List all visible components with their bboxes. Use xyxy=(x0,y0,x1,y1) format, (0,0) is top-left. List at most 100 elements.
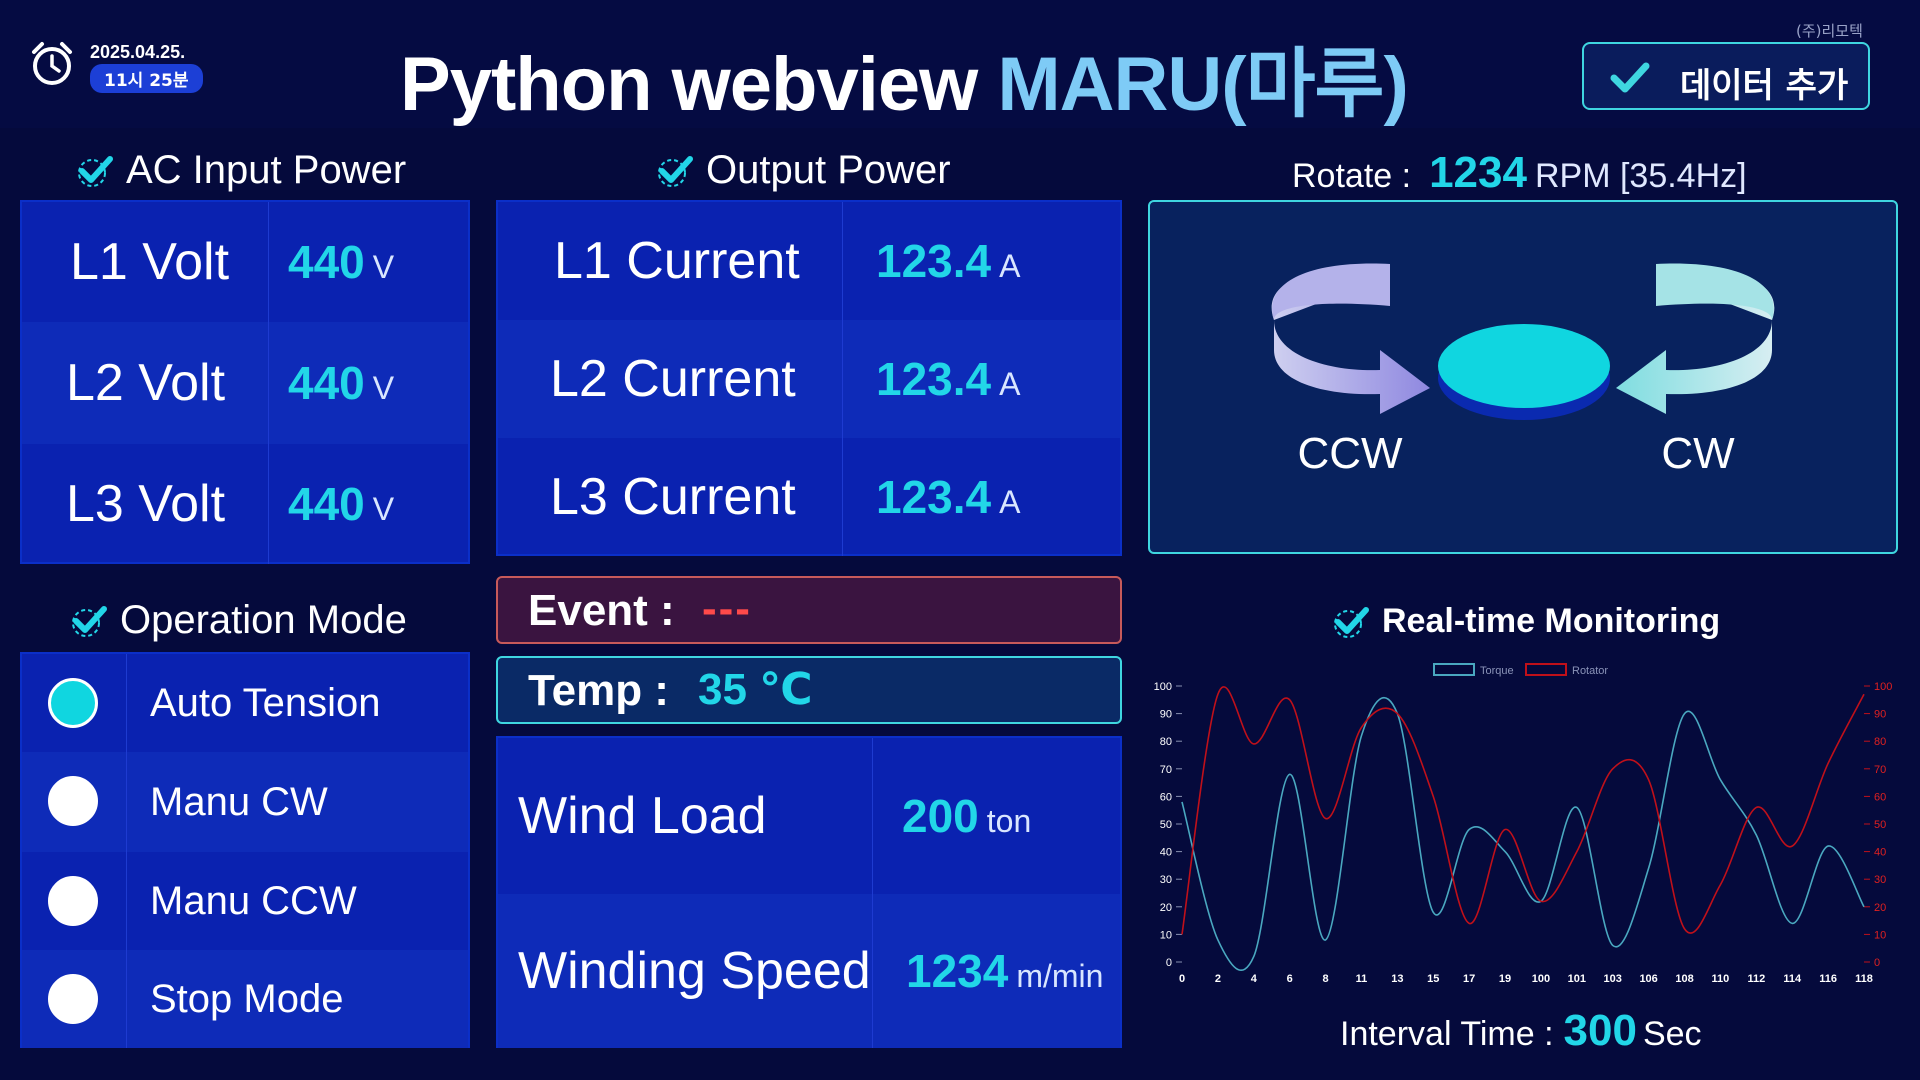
x-tick-label: 6 xyxy=(1287,973,1293,985)
rotor-illustration: CCW CW xyxy=(1271,263,1775,478)
mode-label: Manu CW xyxy=(150,779,328,824)
ac-row-l3: L3 Volt 440 V xyxy=(22,444,468,564)
x-tick-label: 108 xyxy=(1675,973,1693,985)
ac-input-panel: L1 Volt 440 V L2 Volt 440 V L3 Volt 440 V xyxy=(20,200,470,564)
x-tick-label: 0 xyxy=(1179,973,1185,985)
legend-label: Torque xyxy=(1480,665,1514,677)
radio-button[interactable] xyxy=(48,876,98,926)
legend-swatch xyxy=(1433,663,1475,676)
output-row-label: L3 Current xyxy=(550,468,796,526)
monitor-title-text: Real-time Monitoring xyxy=(1382,602,1721,640)
ac-row-value: 440 V xyxy=(288,236,395,288)
ac-input-title: AC Input Power xyxy=(74,148,406,193)
y-tick-label-left: 50 xyxy=(1160,819,1172,831)
y-tick-label-right: 80 xyxy=(1874,736,1886,748)
y-tick-label-right: 60 xyxy=(1874,791,1886,803)
x-tick-label: 114 xyxy=(1783,973,1802,985)
mode-option-manu-cw[interactable]: Manu CW xyxy=(22,752,468,852)
x-tick-label: 8 xyxy=(1323,973,1329,985)
x-tick-label: 19 xyxy=(1499,973,1511,985)
output-title-text: Output Power xyxy=(706,148,951,192)
y-tick-label-left: 10 xyxy=(1160,929,1172,941)
output-row-value: 123.4 A xyxy=(876,235,1021,287)
radio-button[interactable] xyxy=(48,776,98,826)
legend-label: Rotator xyxy=(1572,665,1608,677)
y-tick-label-left: 60 xyxy=(1160,791,1172,803)
y-tick-label-left: 70 xyxy=(1160,764,1172,776)
ac-row-label: L3 Volt xyxy=(66,475,226,533)
mode-label: Stop Mode xyxy=(150,976,344,1021)
ac-input-title-text: AC Input Power xyxy=(126,148,407,192)
check-badge-icon xyxy=(658,155,693,187)
title-accent: MARU(마루) xyxy=(997,42,1408,127)
add-data-button[interactable]: 데이터 추가 xyxy=(1582,42,1870,110)
y-tick-label-left: 100 xyxy=(1154,681,1172,693)
output-row-label: L1 Current xyxy=(554,232,800,290)
x-tick-label: 106 xyxy=(1639,973,1657,985)
mode-option-stop[interactable]: Stop Mode xyxy=(22,950,468,1048)
title-main: Python webview xyxy=(400,42,998,127)
ac-row-label: L1 Volt xyxy=(70,233,230,291)
x-tick-label: 15 xyxy=(1427,973,1439,985)
ac-row-value: 440 V xyxy=(288,357,395,409)
event-label: Event : xyxy=(528,586,675,635)
y-tick-label-left: 40 xyxy=(1160,847,1172,859)
rotate-unit: RPM [35.4Hz] xyxy=(1534,157,1747,195)
ac-row-l1: L1 Volt 440 V xyxy=(22,202,468,322)
interval-unit: Sec xyxy=(1642,1015,1702,1053)
time-badge: 11시 25분 xyxy=(90,64,203,93)
x-tick-label: 4 xyxy=(1251,973,1258,985)
y-tick-label-right: 30 xyxy=(1874,874,1886,886)
monitor-title: Real-time Monitoring xyxy=(1330,602,1720,641)
check-icon xyxy=(1610,62,1650,93)
ac-row-value: 440 V xyxy=(288,478,395,530)
operation-title: Operation Mode xyxy=(68,598,407,643)
y-tick-label-left: 20 xyxy=(1160,902,1172,914)
rotate-readout: Rotate : 1234 RPM [35.4Hz] xyxy=(1292,148,1747,198)
output-row-label: L2 Current xyxy=(550,350,796,408)
x-tick-label: 100 xyxy=(1532,973,1550,985)
y-tick-label-right: 40 xyxy=(1874,847,1886,859)
y-tick-label-right: 90 xyxy=(1874,709,1886,721)
x-tick-label: 118 xyxy=(1855,973,1873,985)
operation-title-text: Operation Mode xyxy=(120,598,407,642)
interval-value: 300 xyxy=(1563,1006,1637,1055)
operation-panel: Auto Tension Manu CW Manu CCW Stop Mode xyxy=(20,652,470,1048)
series-line-torque xyxy=(1181,696,1865,971)
x-tick-label: 103 xyxy=(1604,973,1622,985)
x-tick-label: 2 xyxy=(1215,973,1221,985)
radio-button[interactable] xyxy=(48,678,98,728)
date-text: 2025.04.25. xyxy=(90,42,186,62)
y-tick-label-right: 50 xyxy=(1874,819,1886,831)
output-row-l1: L1 Current 123.4 A xyxy=(498,202,1120,320)
y-tick-label-right: 20 xyxy=(1874,902,1886,914)
x-tick-label: 11 xyxy=(1356,973,1368,985)
temp-label: Temp : xyxy=(528,666,669,715)
legend-swatch xyxy=(1525,663,1567,676)
load-row-value: 200 ton xyxy=(902,790,1032,842)
check-badge-icon xyxy=(78,155,113,187)
load-row-speed: Winding Speed 1234 m/min xyxy=(498,894,1120,1048)
x-tick-label: 101 xyxy=(1568,973,1586,985)
y-tick-label-right: 70 xyxy=(1874,764,1886,776)
output-row-value: 123.4 A xyxy=(876,471,1021,523)
interval-label: Interval Time : xyxy=(1340,1015,1554,1053)
x-tick-label: 112 xyxy=(1747,973,1765,985)
y-tick-label-left: 80 xyxy=(1160,736,1172,748)
page-title: Python webview MARU(마루) xyxy=(400,22,1409,132)
check-badge-icon xyxy=(1334,606,1369,638)
interval-readout: Interval Time :300 Sec xyxy=(1340,1006,1702,1056)
mode-option-auto[interactable]: Auto Tension xyxy=(22,654,468,752)
rotate-value: 1234 xyxy=(1429,148,1527,197)
mode-option-manu-ccw[interactable]: Manu CCW xyxy=(22,852,468,950)
y-tick-label-left: 0 xyxy=(1166,957,1172,969)
header-bar: 2025.04.25. 11시 25분 Python webview MARU(… xyxy=(0,0,1920,128)
y-tick-label-left: 90 xyxy=(1160,709,1172,721)
load-row-label: Wind Load xyxy=(518,787,767,845)
y-tick-label-right: 10 xyxy=(1874,929,1886,941)
mode-label: Manu CCW xyxy=(150,878,357,923)
cw-arrow-icon xyxy=(1616,263,1775,414)
radio-button[interactable] xyxy=(48,974,98,1024)
series-line-rotator xyxy=(1181,686,1865,935)
